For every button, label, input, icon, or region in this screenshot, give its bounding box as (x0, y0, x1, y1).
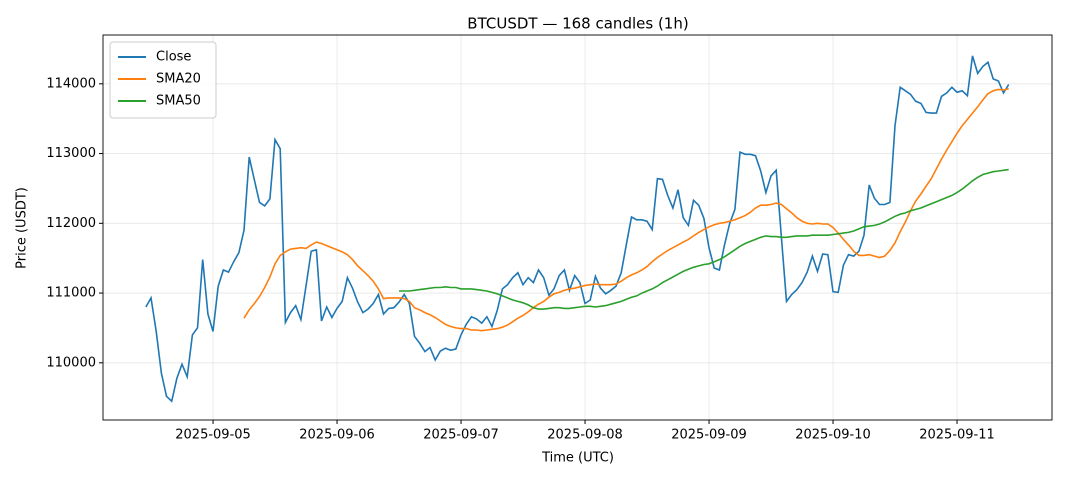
x-tick-label: 2025-09-11 (919, 428, 995, 443)
x-tick-label: 2025-09-07 (423, 428, 499, 443)
legend-label: SMA20 (156, 72, 201, 87)
plot-frame (102, 34, 1053, 421)
series-line (243, 87, 1009, 332)
x-tick-label: 2025-09-06 (299, 428, 375, 443)
x-tick-label: 2025-09-09 (671, 428, 747, 443)
x-axis-label: Time (UTC) (541, 451, 614, 466)
legend-label: Close (156, 50, 191, 65)
y-tick-label: 110000 (46, 355, 96, 370)
y-tick-label: 114000 (46, 76, 96, 91)
x-tick-label: 2025-09-10 (795, 428, 871, 443)
y-tick-label: 111000 (46, 286, 96, 301)
legend-box (109, 41, 217, 119)
y-tick-label: 113000 (46, 146, 96, 161)
series-line (399, 168, 1009, 310)
chart-title: BTCUSDT — 168 candles (1h) (467, 15, 688, 33)
x-tick-label: 2025-09-05 (175, 428, 251, 443)
y-tick-label: 112000 (46, 216, 96, 231)
y-axis-label: Price (USDT) (15, 187, 30, 269)
series-line (145, 55, 1010, 403)
x-tick-label: 2025-09-08 (547, 428, 623, 443)
legend-label: SMA50 (156, 94, 201, 109)
